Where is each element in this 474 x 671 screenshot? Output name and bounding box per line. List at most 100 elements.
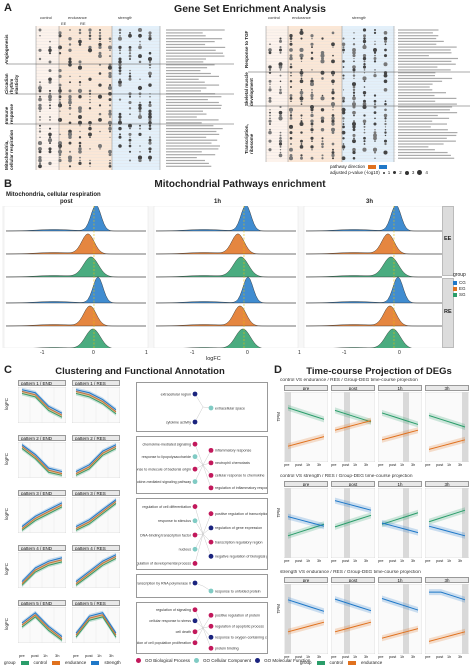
enrichment-dot <box>383 31 388 35</box>
enrichment-dot <box>58 153 62 156</box>
ridge-legend-title: group <box>453 272 466 278</box>
enrichment-dot <box>320 59 325 64</box>
enrichment-dot <box>148 118 152 122</box>
enrichment-dot <box>341 145 346 149</box>
direction-up-swatch <box>368 164 377 169</box>
time-course-ylabel: TPM <box>276 508 281 518</box>
enrichment-dot <box>268 68 272 72</box>
enrichment-dot <box>268 139 272 143</box>
gsea-right-grid <box>248 14 470 162</box>
pattern-facet-strip: pattern 4 / RES <box>72 545 120 551</box>
enrichment-dot <box>331 131 335 134</box>
enrichment-dot <box>279 69 282 71</box>
enrichment-dot <box>300 37 303 40</box>
go-edge <box>202 627 212 649</box>
enrichment-dot <box>300 114 303 117</box>
enrichment-dot <box>278 65 283 69</box>
enrichment-dot <box>321 57 324 60</box>
enrichment-dot <box>118 72 122 75</box>
enrichment-dot <box>68 36 72 41</box>
enrichment-dot <box>108 112 112 116</box>
time-course-xtick: pre <box>378 559 384 563</box>
pathway-label-placeholder <box>166 104 222 106</box>
enrichment-dot <box>269 114 271 117</box>
enrichment-dot <box>278 153 283 158</box>
enrichment-dot <box>88 132 92 137</box>
pattern-xtick: 1h <box>43 653 48 658</box>
enrichment-dot <box>332 109 334 111</box>
go-term-node <box>192 391 198 397</box>
enrichment-dot <box>128 138 132 142</box>
enrichment-dot <box>362 119 367 123</box>
enrichment-dot <box>108 98 112 102</box>
enrichment-dot <box>342 74 345 77</box>
size-3-dot <box>404 170 409 175</box>
time-course-xtick: post <box>436 559 444 563</box>
enrichment-dot <box>98 144 102 148</box>
enrichment-dot <box>374 71 376 74</box>
go-term-node <box>208 525 214 531</box>
time-course-plot <box>331 488 375 558</box>
highlight-timepoint <box>285 392 291 462</box>
enrichment-dot <box>310 51 314 54</box>
pattern-line <box>75 444 117 473</box>
enrichment-dot <box>108 37 112 40</box>
enrichment-dot <box>353 57 355 60</box>
enrichment-dot <box>321 145 324 149</box>
time-course-xtick: 1h <box>447 655 452 659</box>
enrichment-dot <box>88 34 92 38</box>
enrichment-dot <box>57 117 63 122</box>
go-term-label: cytokine activity <box>166 420 191 424</box>
time-course-plot <box>378 488 422 558</box>
enrichment-dot <box>109 136 111 138</box>
highlight-timepoint <box>285 488 291 558</box>
enrichment-dot <box>38 48 42 52</box>
time-course-ylabel: TPM <box>276 412 281 422</box>
pathway-label-placeholder <box>398 57 458 60</box>
time-course-plot <box>425 488 469 558</box>
enrichment-dot <box>299 145 304 149</box>
enrichment-dot <box>148 112 152 116</box>
enrichment-dot <box>289 114 293 117</box>
ridge-density <box>5 305 146 327</box>
enrichment-dot <box>109 159 111 162</box>
pathway-label-placeholder <box>398 114 438 117</box>
enrichment-dot <box>118 63 122 67</box>
go-term-node <box>208 511 214 517</box>
group-label-tgf: Response to TGF <box>244 30 249 68</box>
enrichment-dot <box>299 47 304 53</box>
enrichment-dot <box>79 38 81 40</box>
pathway-label-placeholder <box>166 72 211 75</box>
enrichment-dot <box>332 46 334 48</box>
enrichment-dot <box>310 108 314 112</box>
enrichment-dot <box>352 43 356 46</box>
enrichment-dot <box>139 78 141 81</box>
enrichment-dot <box>129 72 131 75</box>
pathway-label-placeholder <box>398 72 436 74</box>
go-edge <box>202 513 212 535</box>
enrichment-dot <box>289 37 293 40</box>
pattern-line <box>75 447 117 476</box>
right-col-header-endurance: endurance <box>292 15 311 20</box>
pathway-label-placeholder <box>398 75 435 77</box>
enrichment-dot <box>59 148 61 150</box>
enrichment-dot <box>353 137 355 140</box>
pattern-ribbon <box>76 387 116 412</box>
enrichment-dot <box>129 69 131 72</box>
enrichment-dot <box>98 31 102 35</box>
enrichment-dot <box>352 91 356 94</box>
enrichment-dot <box>363 143 366 145</box>
pathway-label-placeholder <box>166 159 205 162</box>
enrichment-dot <box>331 151 335 155</box>
enrichment-dot <box>311 131 313 134</box>
time-course-line <box>287 407 325 420</box>
enrichment-dot <box>148 51 152 55</box>
enrichment-dot <box>58 86 62 90</box>
pattern-line <box>75 389 117 411</box>
go-network-4-svg: transcription by RNA polymerase II respon… <box>136 580 261 594</box>
enrichment-dot <box>108 45 112 50</box>
go-edge <box>194 533 204 550</box>
enrichment-dot <box>77 65 83 70</box>
pattern-xtick: 3h <box>55 653 60 658</box>
go-edge <box>194 506 204 535</box>
